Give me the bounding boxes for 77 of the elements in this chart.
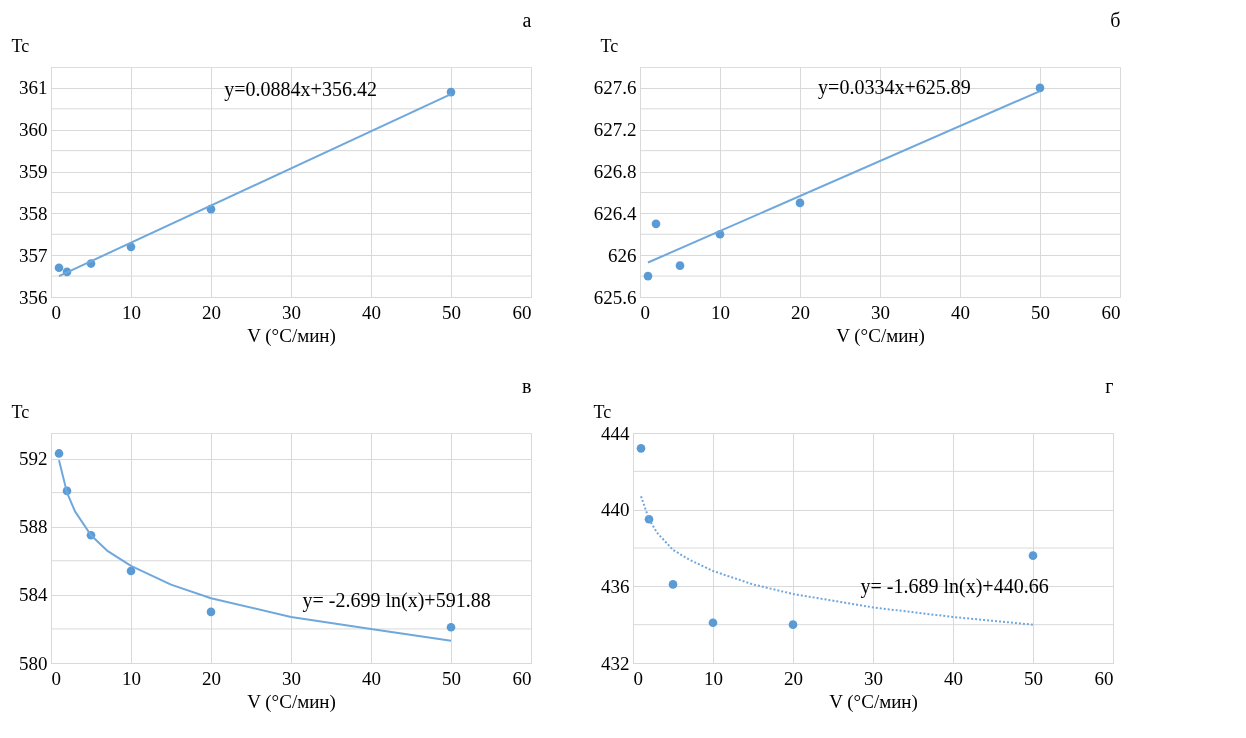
annotation: y=0.0334x+625.89 bbox=[818, 75, 971, 99]
x-tick-label: 60 bbox=[512, 667, 532, 689]
x-tick-label: 0 bbox=[633, 667, 643, 689]
x-tick-label: 40 bbox=[944, 667, 963, 689]
x-tick-label: 30 bbox=[871, 301, 890, 323]
point bbox=[636, 444, 646, 453]
x-tick-label: 60 bbox=[1094, 667, 1114, 689]
chart-title: а bbox=[522, 9, 532, 31]
y-tick-label: 444 bbox=[601, 422, 630, 444]
y-tick-label: 588 bbox=[19, 516, 48, 538]
x-tick-label: 0 bbox=[51, 301, 61, 323]
y-tick-label: 627.6 bbox=[593, 77, 637, 99]
y-tick-label: 626.4 bbox=[593, 202, 637, 224]
chart-title: в bbox=[522, 375, 532, 397]
y-axis-title: Tc bbox=[593, 401, 612, 422]
y-tick-label: 357 bbox=[19, 244, 48, 266]
point bbox=[206, 607, 216, 617]
x-axis-title: V (°C/мин) bbox=[247, 324, 336, 347]
y-axis-title: Tc bbox=[11, 401, 30, 422]
point bbox=[708, 618, 718, 628]
y-tick-label: 432 bbox=[601, 652, 630, 674]
x-tick-label: 20 bbox=[202, 301, 221, 323]
y-tick-label: 627.2 bbox=[593, 119, 637, 141]
y-tick-label: 359 bbox=[19, 161, 48, 183]
point bbox=[54, 449, 64, 458]
x-tick-label: 50 bbox=[442, 301, 461, 323]
y-tick-label: 580 bbox=[19, 652, 48, 674]
annotation: y=0.0884x+356.42 bbox=[224, 78, 377, 101]
point bbox=[668, 580, 678, 589]
point bbox=[1028, 551, 1038, 560]
y-tick-label: 625.6 bbox=[593, 286, 637, 308]
y-axis-title: Tc bbox=[600, 35, 619, 56]
x-tick-label: 0 bbox=[640, 301, 650, 323]
chart-title: г bbox=[1105, 375, 1114, 397]
x-tick-label: 10 bbox=[711, 301, 730, 323]
y-tick-label: 358 bbox=[19, 202, 48, 224]
point bbox=[643, 271, 653, 281]
chart-title: б bbox=[1110, 9, 1121, 31]
x-tick-label: 20 bbox=[202, 667, 221, 689]
x-tick-label: 50 bbox=[442, 667, 461, 689]
x-tick-label: 30 bbox=[864, 667, 883, 689]
annotation: y= -2.699 ln(x)+591.88 bbox=[302, 588, 491, 612]
y-tick-label: 360 bbox=[19, 119, 48, 141]
x-tick-label: 40 bbox=[951, 301, 970, 323]
x-axis-title: V (°C/мин) bbox=[836, 324, 925, 347]
y-tick-label: 440 bbox=[601, 499, 630, 521]
point bbox=[675, 261, 685, 270]
y-axis-title: Tc bbox=[11, 35, 30, 56]
x-tick-label: 40 bbox=[362, 301, 381, 323]
point bbox=[795, 198, 805, 208]
point bbox=[54, 263, 64, 273]
y-tick-label: 584 bbox=[19, 584, 48, 606]
x-tick-label: 10 bbox=[704, 667, 723, 689]
x-tick-label: 30 bbox=[282, 301, 301, 323]
annotation: y= -1.689 ln(x)+440.66 bbox=[860, 575, 1049, 599]
point bbox=[788, 620, 798, 629]
x-tick-label: 50 bbox=[1024, 667, 1043, 689]
y-tick-label: 361 bbox=[19, 77, 48, 99]
x-tick-label: 10 bbox=[122, 667, 141, 689]
x-tick-label: 20 bbox=[791, 301, 810, 323]
x-tick-label: 20 bbox=[784, 667, 803, 689]
x-axis-title: V (°C/мин) bbox=[829, 690, 918, 713]
y-tick-label: 626 bbox=[608, 244, 637, 266]
y-tick-label: 626.8 bbox=[593, 161, 637, 183]
point bbox=[446, 622, 456, 632]
x-tick-label: 60 bbox=[512, 301, 532, 323]
y-tick-label: 592 bbox=[19, 448, 48, 470]
x-tick-label: 40 bbox=[362, 667, 381, 689]
y-tick-label: 436 bbox=[601, 575, 630, 597]
x-axis-title: V (°C/мин) bbox=[247, 690, 336, 713]
x-tick-label: 0 bbox=[51, 667, 61, 689]
x-tick-label: 60 bbox=[1101, 301, 1121, 323]
x-tick-label: 10 bbox=[122, 301, 141, 323]
point bbox=[651, 219, 661, 229]
x-tick-label: 30 bbox=[282, 667, 301, 689]
y-tick-label: 356 bbox=[19, 286, 48, 308]
x-tick-label: 50 bbox=[1031, 301, 1050, 323]
